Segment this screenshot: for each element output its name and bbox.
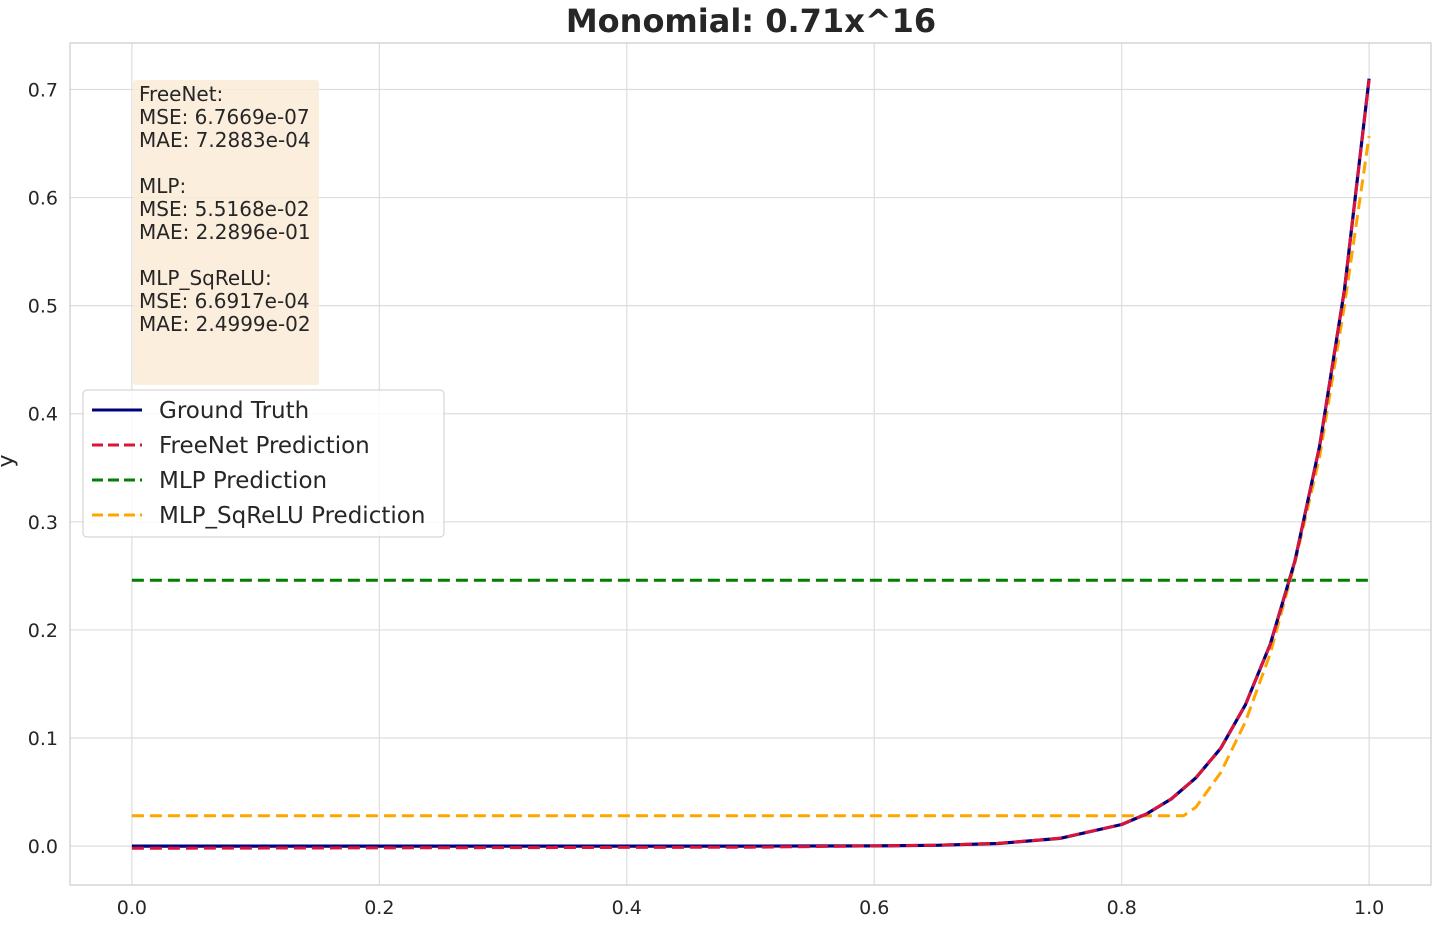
y-tick-label: 0.6 — [28, 188, 58, 210]
series-line-freenet-prediction — [131, 79, 1371, 850]
y-tick-label: 0.3 — [28, 512, 58, 534]
x-tick-label: 1.0 — [1354, 897, 1384, 919]
metrics-line: MAE: 2.4999e-02 — [139, 312, 311, 336]
metrics-line: MAE: 7.2883e-04 — [139, 128, 311, 152]
y-tick-label: 0.4 — [28, 404, 58, 426]
metrics-line: MLP: — [139, 174, 186, 198]
y-tick-label: 0.0 — [28, 836, 58, 858]
y-axis-ticks: 0.0 0.1 0.2 0.3 0.4 0.5 0.6 0.7 — [28, 79, 58, 858]
legend-box — [82, 389, 445, 538]
metrics-line: MSE: 6.7669e-07 — [139, 105, 310, 129]
metrics-line: MSE: 6.6917e-04 — [139, 289, 310, 313]
metrics-line: MAE: 2.2896e-01 — [139, 220, 311, 244]
chart-title: Monomial: 0.71x^16 — [566, 2, 936, 40]
x-tick-label: 0.4 — [612, 897, 642, 919]
metrics-line: MLP_SqReLU: — [139, 266, 272, 290]
x-tick-label: 0.0 — [117, 897, 147, 919]
series-line-mlp-sqrelu-prediction — [131, 135, 1371, 818]
metrics-box — [133, 80, 319, 385]
legend-label: FreeNet Prediction — [159, 433, 370, 459]
x-tick-label: 0.6 — [859, 897, 889, 919]
y-tick-label: 0.2 — [28, 620, 58, 642]
legend-label: Ground Truth — [159, 398, 309, 424]
y-tick-label: 0.7 — [28, 79, 58, 101]
y-tick-label: 0.1 — [28, 728, 58, 750]
legend-label: MLP_SqReLU Prediction — [159, 503, 425, 529]
metrics-line: FreeNet: — [139, 82, 223, 106]
y-tick-label: 0.5 — [28, 296, 58, 318]
x-tick-label: 0.8 — [1107, 897, 1137, 919]
legend: Ground Truth FreeNet Prediction MLP Predic… — [82, 389, 445, 538]
x-axis-ticks: 0.0 0.2 0.4 0.6 0.8 1.0 — [117, 897, 1384, 919]
metrics-line: MSE: 5.5168e-02 — [139, 197, 310, 221]
y-axis-label: y — [0, 454, 19, 467]
series-layer — [131, 78, 1371, 850]
plot-frame — [69, 42, 1432, 886]
x-tick-label: 0.2 — [364, 897, 394, 919]
legend-label: MLP Prediction — [159, 468, 327, 494]
